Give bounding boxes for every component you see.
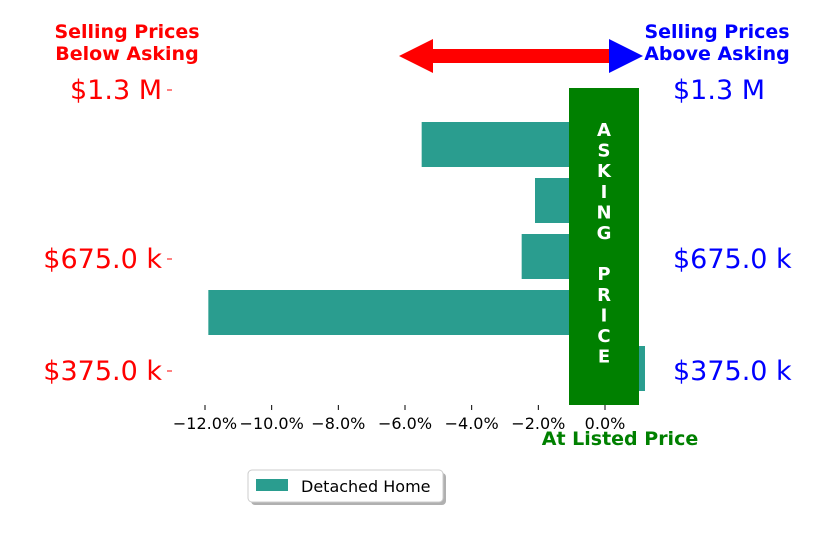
legend-label-detached-home: Detached Home bbox=[301, 477, 431, 496]
asking-price-letter: G bbox=[597, 223, 612, 244]
y-tick-label-right: $375.0 k bbox=[673, 356, 792, 387]
asking-price-letter: E bbox=[598, 347, 610, 368]
y-tick-label-right: $1.3 M bbox=[673, 75, 765, 106]
x-tick-label: −6.0% bbox=[378, 414, 432, 433]
direction-arrow bbox=[399, 39, 643, 73]
arrow-left-head bbox=[399, 39, 433, 73]
y-tick-label-left: $675.0 k bbox=[43, 244, 162, 275]
y-tick-label-right: $675.0 k bbox=[673, 244, 792, 275]
x-tick-label: −2.0% bbox=[511, 414, 565, 433]
legend-swatch-detached-home bbox=[256, 479, 288, 491]
asking-price-letter: K bbox=[597, 161, 612, 182]
asking-price-letter: A bbox=[597, 120, 611, 141]
below-asking-label-line2: Below Asking bbox=[55, 43, 198, 65]
above-asking-label-line2: Above Asking bbox=[644, 43, 790, 65]
arrow-left-shaft bbox=[432, 49, 616, 63]
x-axis-label: At Listed Price bbox=[542, 428, 698, 450]
asking-price-letter: N bbox=[596, 202, 611, 223]
bar-detached-home-4 bbox=[208, 290, 606, 335]
y-tick-label-left: $1.3 M bbox=[70, 75, 162, 106]
asking-price-letter: S bbox=[598, 141, 611, 162]
asking-price-letter: I bbox=[601, 305, 608, 326]
asking-price-letter: I bbox=[601, 182, 608, 203]
above-asking-label-line1: Selling Prices bbox=[644, 21, 789, 43]
x-tick-label: 0.0% bbox=[585, 414, 626, 433]
y-tick-label-left: $375.0 k bbox=[43, 356, 162, 387]
x-tick-label: −4.0% bbox=[445, 414, 499, 433]
x-tick-label: −12.0% bbox=[173, 414, 237, 433]
below-asking-label-line1: Selling Prices bbox=[54, 21, 199, 43]
asking-price-letter: P bbox=[597, 264, 610, 285]
asking-price-letter: C bbox=[597, 326, 610, 347]
x-tick-label: −10.0% bbox=[240, 414, 304, 433]
x-tick-label: −8.0% bbox=[311, 414, 365, 433]
asking-price-letter: R bbox=[597, 285, 611, 306]
asking-price-band bbox=[569, 88, 639, 405]
legend-box bbox=[247, 469, 444, 503]
arrow-right-head bbox=[609, 39, 643, 73]
